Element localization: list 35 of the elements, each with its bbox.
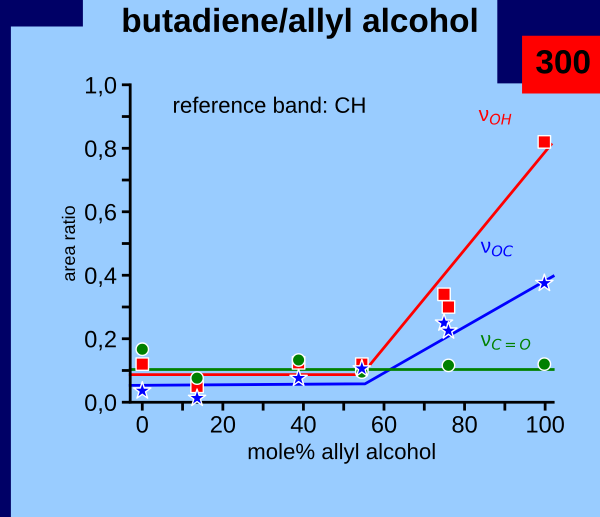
y-tick-label: 0,6 [85, 204, 116, 224]
y-tick-label: 0,4 [85, 267, 116, 287]
point [135, 357, 150, 372]
y-axis-title: area ratio [62, 206, 76, 281]
x-tick-label: 20 [210, 416, 236, 433]
x-tick-label: 100 [527, 416, 564, 433]
x-axis-title: mole% allyl alcohol [248, 442, 435, 464]
point [352, 358, 372, 377]
point [442, 300, 456, 314]
point [190, 371, 204, 386]
text: ν$_{OH}$ [478, 110, 512, 125]
point [442, 358, 456, 372]
point [289, 368, 308, 386]
x-tick-label: 80 [452, 416, 477, 433]
y-tick-label: 1,0 [86, 76, 116, 96]
y-tick-label: 0,2 [85, 330, 116, 350]
y-tick-label: 0,8 [85, 140, 116, 160]
point [537, 357, 552, 372]
point [439, 321, 458, 339]
point [188, 388, 206, 406]
x-tick-label: 40 [290, 416, 316, 433]
point [437, 287, 451, 302]
text: 300 [536, 50, 590, 74]
point [135, 342, 150, 356]
point [535, 273, 554, 292]
y-tick-label: 0,0 [85, 394, 116, 414]
point [132, 381, 152, 399]
chart-title: butadiene/allyl alcohol [123, 8, 476, 39]
point [292, 353, 306, 367]
series-label: ν$_{C=O}$ [480, 335, 530, 350]
annotation: reference band: CH [174, 96, 365, 113]
series-label: ν$_{OC}$ [480, 242, 513, 256]
point [537, 135, 552, 149]
x-tick-label: 0 [136, 416, 148, 433]
x-tick-label: 60 [372, 416, 396, 433]
